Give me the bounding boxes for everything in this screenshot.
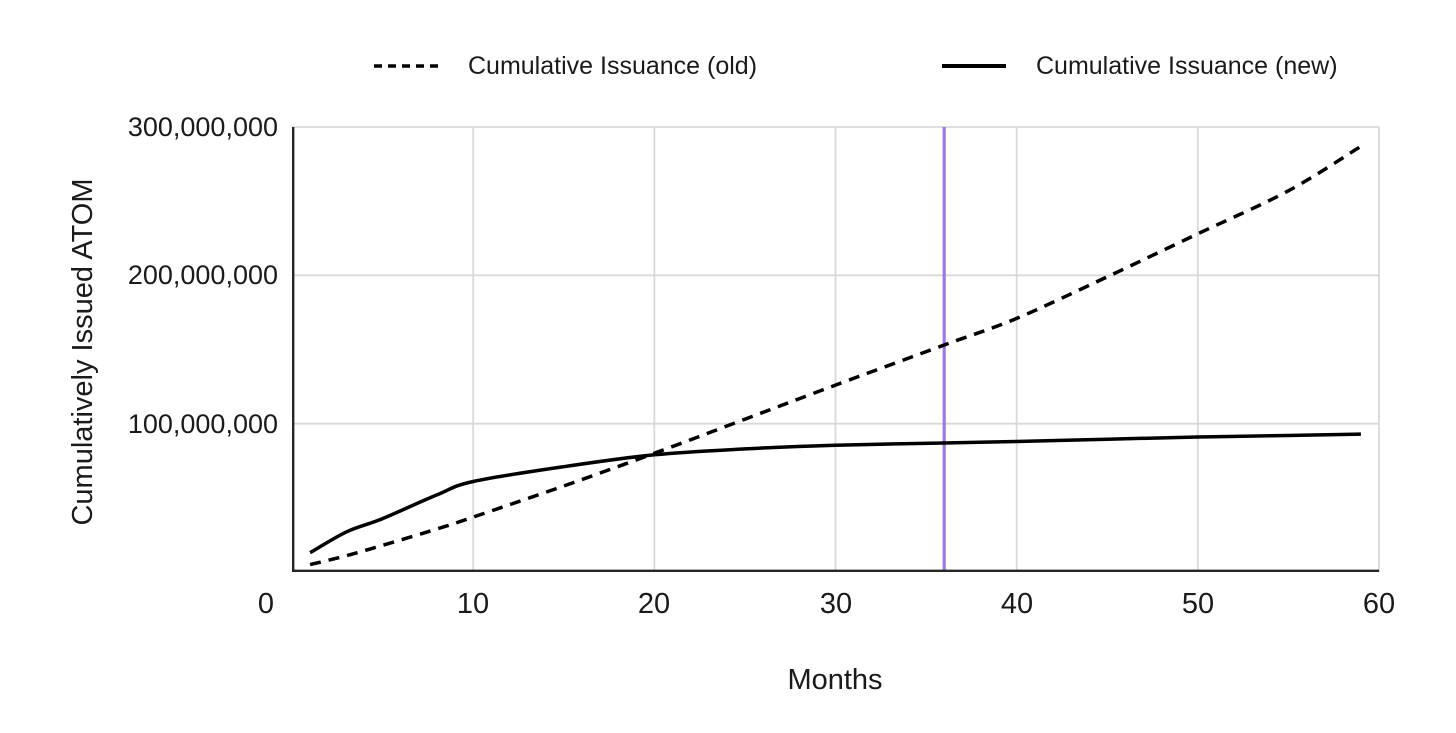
y-tick-label-200m: 200,000,000 [127, 260, 278, 290]
x-tick-label-0: 0 [257, 588, 275, 620]
x-tick-label-50: 50 [1181, 588, 1215, 620]
series-line-new [309, 432, 1361, 555]
x-tick-label-30: 30 [819, 588, 853, 620]
x-tick-label-60: 60 [1362, 588, 1396, 620]
x-axis-title: Months [787, 664, 883, 696]
dashed-line-swatch-icon [374, 64, 438, 68]
y-tick-label-300m: 300,000,000 [127, 112, 278, 142]
x-tick-label-20: 20 [637, 588, 671, 620]
y-tick-label-100m: 100,000,000 [127, 409, 278, 439]
legend-item-new[interactable]: Cumulative Issuance (new) [942, 50, 1338, 82]
legend-item-old[interactable]: Cumulative Issuance (old) [374, 50, 757, 82]
x-tick-label-40: 40 [1000, 588, 1034, 620]
plot-area [292, 126, 1380, 572]
series-line-old [309, 144, 1362, 567]
legend-label-old: Cumulative Issuance (old) [468, 52, 758, 80]
legend-label-new: Cumulative Issuance (new) [1036, 52, 1338, 80]
y-axis-title: Cumulatively Issued ATOM [67, 178, 99, 526]
solid-line-swatch-icon [942, 64, 1006, 68]
x-tick-label-10: 10 [456, 588, 490, 620]
